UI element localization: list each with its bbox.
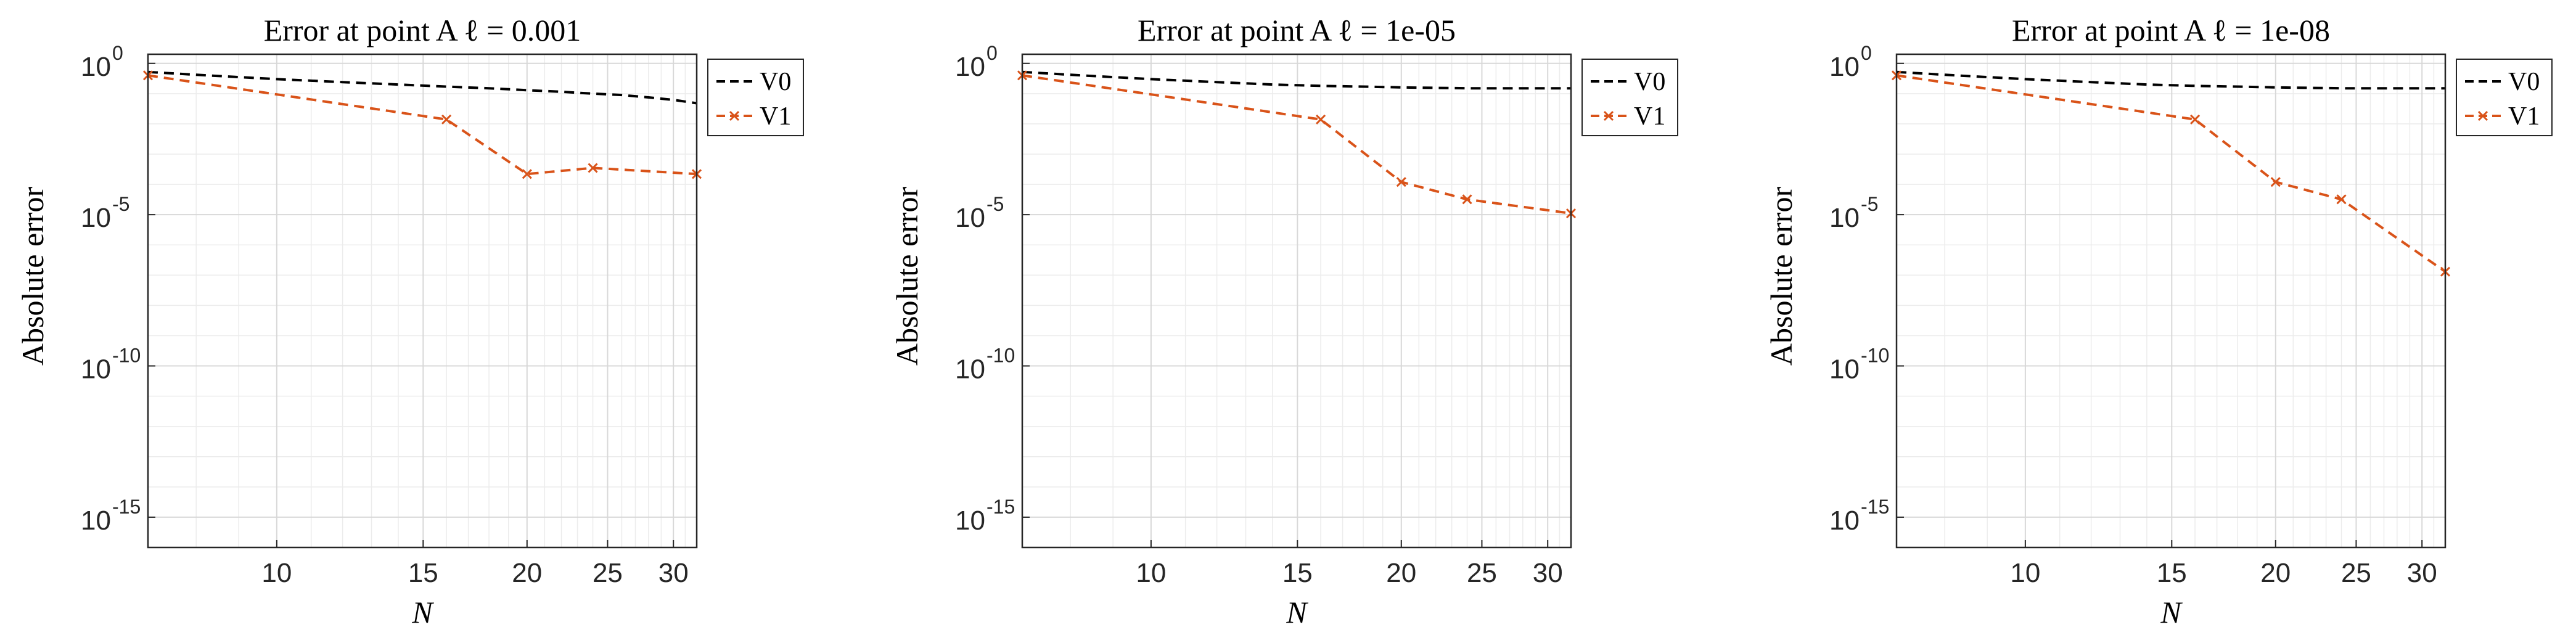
- y-tick-label: 10: [1829, 354, 1860, 385]
- y-tick-label: 10: [81, 506, 111, 536]
- y-tick-exponent: -10: [1861, 345, 1889, 367]
- legend-label-v1: V1: [2508, 102, 2540, 131]
- y-axis-label: Absolute error: [890, 187, 924, 366]
- y-tick-label: 10: [1829, 506, 1860, 536]
- data-point-v1: [1316, 114, 1326, 125]
- data-point-v1: [1396, 177, 1406, 187]
- plot-area: [1022, 54, 1571, 547]
- legend-box: [2456, 59, 2553, 136]
- chart-title: Error at point A ℓ = 1e-08: [2012, 13, 2330, 47]
- plot-area: [148, 54, 697, 547]
- x-tick-label: 15: [1282, 558, 1313, 588]
- y-tick-label: 10: [955, 52, 985, 82]
- y-tick-label: 10: [81, 52, 111, 82]
- x-tick-label: 25: [2341, 558, 2371, 588]
- x-tick-label: 25: [593, 558, 623, 588]
- series-line-v1: [147, 74, 697, 176]
- y-tick-label: 10: [955, 203, 985, 233]
- y-tick-label: 10: [81, 203, 111, 233]
- legend-box: [707, 59, 804, 136]
- x-tick-label: 20: [1386, 558, 1416, 588]
- data-point-v1: [2270, 177, 2281, 187]
- x-tick-label: 20: [2260, 558, 2291, 588]
- y-tick-exponent: -5: [112, 193, 129, 215]
- y-tick-exponent: 0: [112, 42, 123, 64]
- series-line-v0: [1896, 70, 2445, 90]
- y-tick-label: 10: [1829, 52, 1860, 82]
- y-tick-exponent: -5: [987, 193, 1004, 215]
- series-line-v0: [147, 70, 697, 105]
- y-tick-exponent: -15: [112, 496, 141, 518]
- y-tick-label: 10: [1829, 203, 1860, 233]
- y-tick-exponent: -15: [1861, 496, 1889, 518]
- legend-marker: [2477, 110, 2488, 121]
- chart-title: Error at point A ℓ = 0.001: [264, 13, 581, 47]
- y-axis-label: Absolute error: [1764, 187, 1799, 366]
- x-tick-label: 15: [408, 558, 438, 588]
- x-axis-label: N: [411, 595, 434, 629]
- x-tick-label: 20: [512, 558, 542, 588]
- y-tick-exponent: -10: [112, 345, 141, 367]
- legend-label-v1: V1: [760, 102, 791, 131]
- data-point-v1: [1462, 194, 1472, 205]
- data-point-v1: [588, 163, 598, 173]
- legend-marker: [1603, 110, 1614, 121]
- x-axis-label: N: [1286, 595, 1308, 629]
- series-line-v0: [1022, 70, 1571, 90]
- data-point-v1: [2336, 194, 2347, 205]
- x-tick-label: 30: [658, 558, 689, 588]
- data-point-v1: [441, 114, 452, 125]
- legend-label-v0: V0: [760, 68, 791, 96]
- legend-label-v0: V0: [2508, 68, 2540, 96]
- y-tick-exponent: -15: [987, 496, 1015, 518]
- x-tick-label: 10: [1136, 558, 1166, 588]
- y-tick-exponent: -5: [1861, 193, 1878, 215]
- y-axis-label: Absolute error: [15, 187, 50, 366]
- axes-box: [1021, 53, 1572, 549]
- y-tick-exponent: -10: [987, 345, 1015, 367]
- x-tick-label: 30: [1533, 558, 1563, 588]
- data-point-v1: [2190, 114, 2201, 125]
- axes-box: [1895, 53, 2447, 549]
- x-tick-label: 15: [2157, 558, 2187, 588]
- legend-label-v0: V0: [1634, 68, 1665, 96]
- y-tick-label: 10: [955, 354, 985, 385]
- y-tick-label: 10: [955, 506, 985, 536]
- chart-title: Error at point A ℓ = 1e-05: [1138, 13, 1456, 47]
- y-tick-label: 10: [81, 354, 111, 385]
- y-tick-exponent: 0: [1861, 42, 1872, 64]
- legend-marker: [729, 110, 740, 121]
- x-tick-label: 10: [261, 558, 292, 588]
- y-tick-exponent: 0: [987, 42, 998, 64]
- legend-label-v1: V1: [1634, 102, 1665, 131]
- axes-box: [147, 53, 698, 549]
- plot-area: [1897, 54, 2445, 547]
- x-tick-label: 30: [2407, 558, 2437, 588]
- data-point-v1: [522, 169, 532, 179]
- x-tick-label: 10: [2010, 558, 2040, 588]
- x-axis-label: N: [2160, 595, 2183, 629]
- x-tick-label: 25: [1467, 558, 1497, 588]
- legend-box: [1581, 59, 1678, 136]
